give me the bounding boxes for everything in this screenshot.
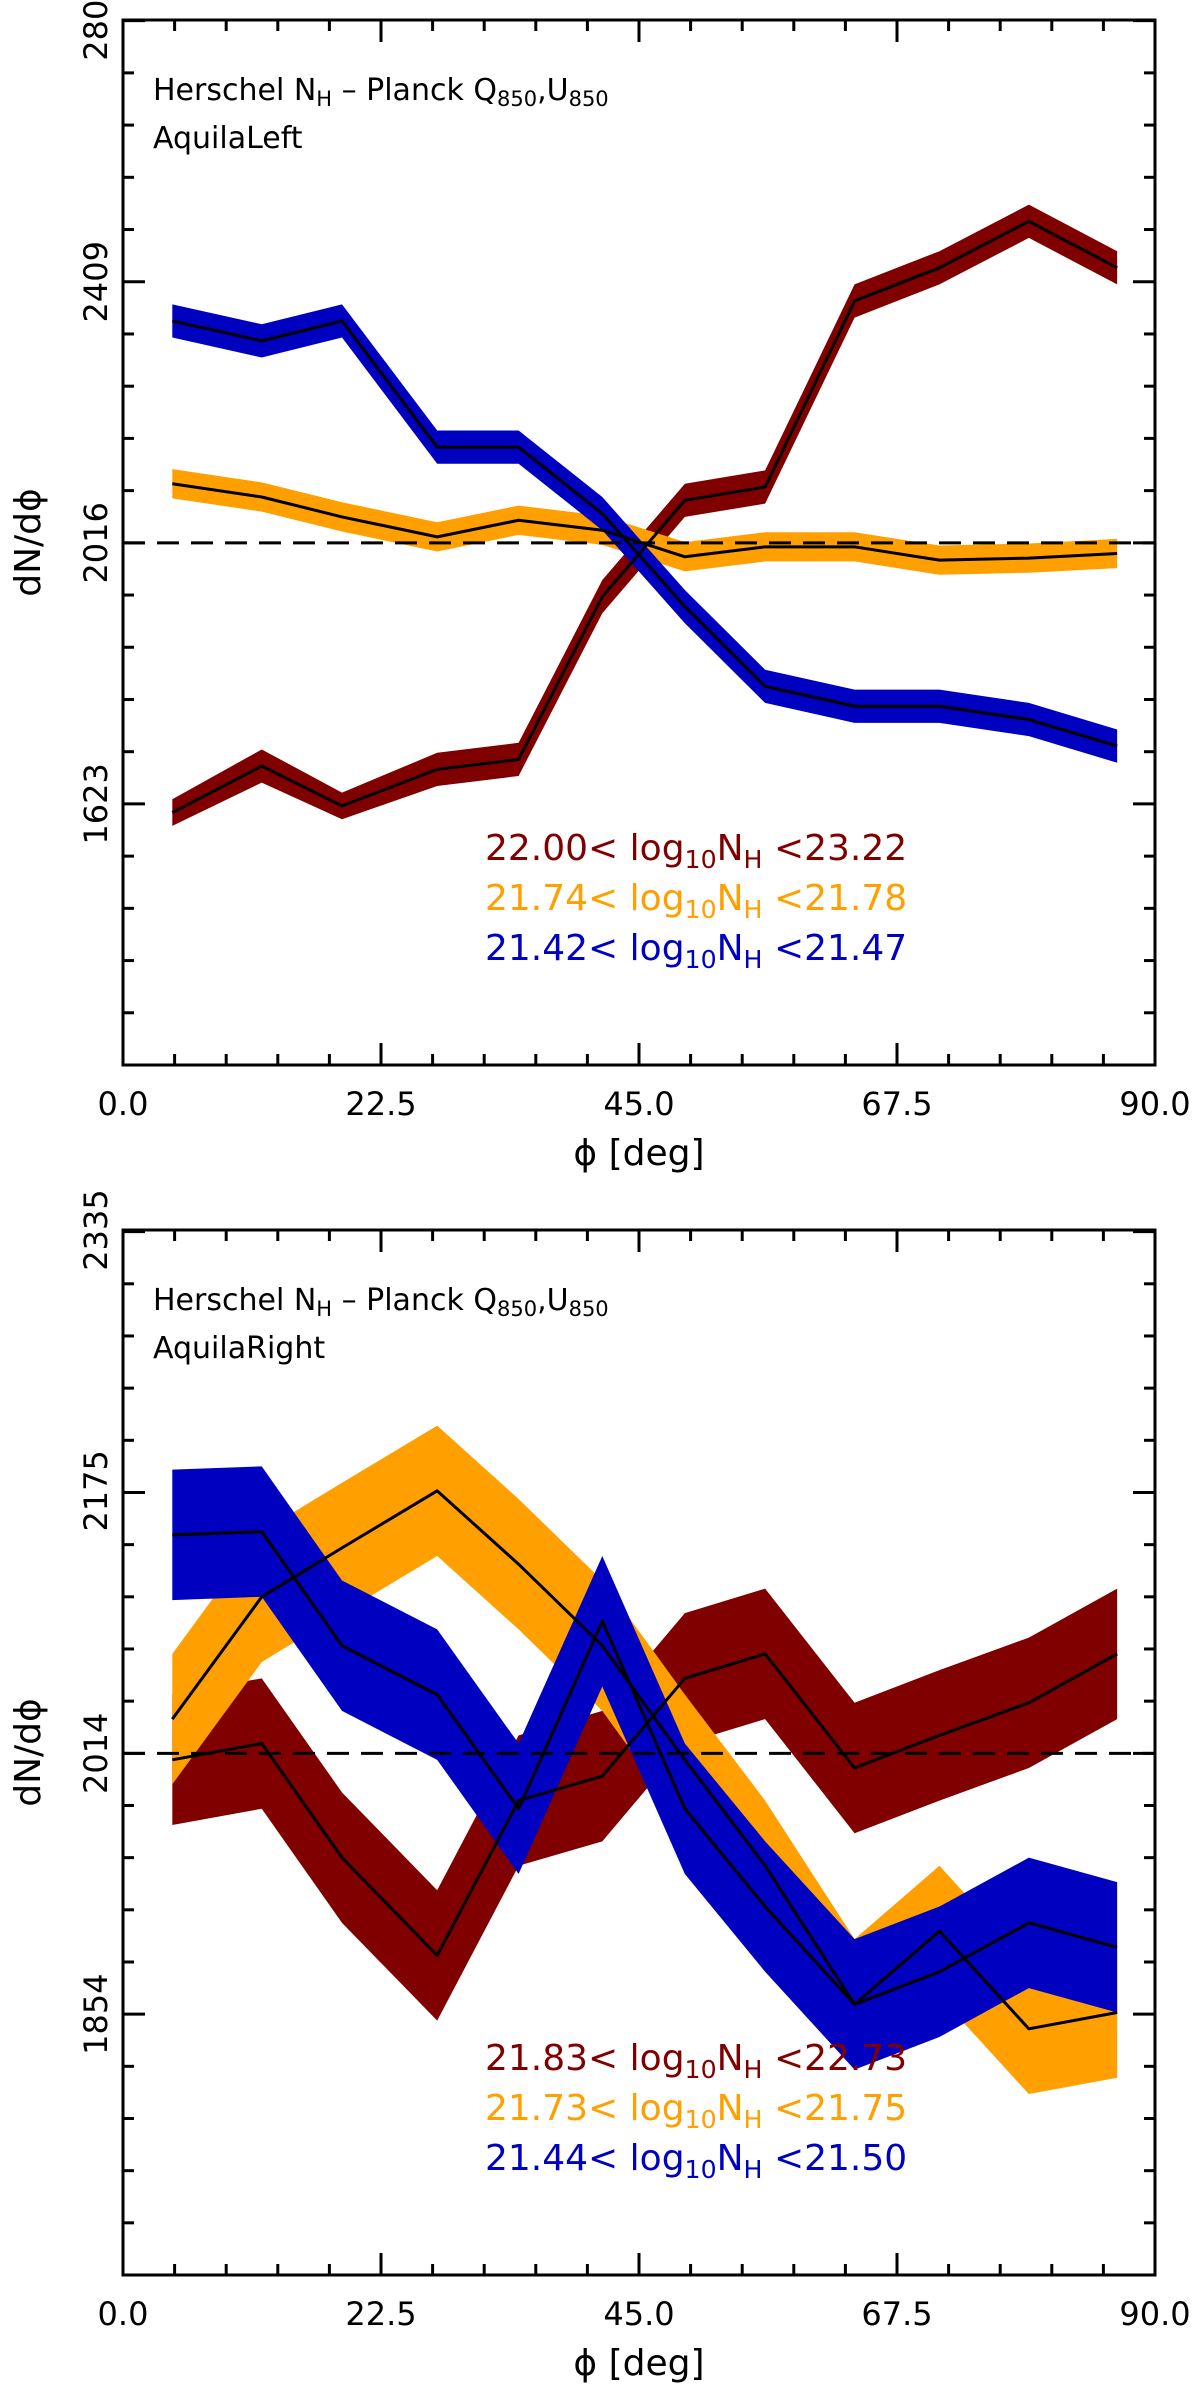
panel-annotation-part: – Planck Q xyxy=(332,1283,497,1318)
legend-entry-2-part: N xyxy=(717,2088,744,2129)
legend-entry-3-part: 21.42< log xyxy=(485,928,685,969)
legend-entry-2-subscript: H xyxy=(744,2105,763,2134)
y-axis-title: dN/dϕ xyxy=(8,1698,49,1807)
panel-annotation-subscript: 850 xyxy=(497,1297,537,1321)
legend-entry-3-part: <21.50 xyxy=(763,2138,908,2179)
legend-entry-1-subscript: 10 xyxy=(685,2055,717,2084)
x-tick-label: 22.5 xyxy=(345,2295,416,2333)
panel-annotation-part: – Planck Q xyxy=(332,73,497,108)
legend-entry-2-part: 21.74< log xyxy=(485,878,685,919)
legend-entry-2: 21.73< log10NH <21.75 xyxy=(485,2088,907,2134)
series-band-2 xyxy=(172,469,1118,575)
legend-entry-2-part: 21.73< log xyxy=(485,2088,685,2129)
panel-annotation-part: ,U xyxy=(537,73,569,108)
series-line-3 xyxy=(171,319,1118,748)
panel-annotation-part: AquilaRight xyxy=(153,1331,325,1366)
legend-entry-3-subscript: H xyxy=(744,2155,763,2184)
panel-annotation-subscript: 850 xyxy=(569,87,609,111)
x-axis-title: ϕ [deg] xyxy=(573,2343,704,2384)
legend-entry-2: 21.74< log10NH <21.78 xyxy=(485,878,907,924)
y-tick-label: 2409 xyxy=(77,241,115,322)
legend-entry-3-part: N xyxy=(717,2138,744,2179)
panel-annotation: Herschel NH – Planck Q850,U850 xyxy=(153,1283,609,1321)
series-band-1 xyxy=(172,204,1118,826)
series-band-1 xyxy=(172,1588,1118,2021)
x-tick-label: 67.5 xyxy=(861,1085,932,1123)
panel-annotation-part: Herschel N xyxy=(153,73,316,108)
panel-annotation-part: Herschel N xyxy=(153,1283,316,1318)
legend-entry-1-subscript: H xyxy=(744,2055,763,2084)
legend-entry-2-part: N xyxy=(717,878,744,919)
legend-entry-2-part: <21.78 xyxy=(763,878,908,919)
legend-entry-1-subscript: 10 xyxy=(685,845,717,874)
legend-entry-1-part: 22.00< log xyxy=(485,828,685,869)
legend-entry-1-part: <22.73 xyxy=(763,2038,908,2079)
panel-annotation: Herschel NH – Planck Q850,U850 xyxy=(153,73,609,111)
series-line-2 xyxy=(171,1489,1118,2031)
legend-entry-3-part: 21.44< log xyxy=(485,2138,685,2179)
legend-entry-1-part: N xyxy=(717,828,744,869)
legend-entry-2-part: <21.75 xyxy=(763,2088,908,2129)
y-tick-label: 1854 xyxy=(77,1973,115,2054)
x-tick-label: 0.0 xyxy=(98,2295,149,2333)
x-tick-label: 67.5 xyxy=(861,2295,932,2333)
x-tick-label: 45.0 xyxy=(603,1085,674,1123)
legend-entry-2-subscript: H xyxy=(744,895,763,924)
panel-annotation-subscript: H xyxy=(316,87,332,111)
y-tick-label: 2335 xyxy=(77,1189,115,1270)
y-axis-title: dN/dϕ xyxy=(8,488,49,597)
panel-annotation-subscript: 850 xyxy=(497,87,537,111)
legend-entry-1: 21.83< log10NH <22.73 xyxy=(485,2038,907,2084)
chart-panel-2: 0.0 22.5 45.0 67.5 90.0 1854 2014 2175 2335 ϕ [de… xyxy=(8,1189,1191,2384)
legend-entry-2-subscript: 10 xyxy=(685,895,717,924)
y-tick-label: 2014 xyxy=(77,1713,115,1794)
y-tick-label: 2016 xyxy=(77,502,115,583)
panel-annotation-part: ,U xyxy=(537,1283,569,1318)
series-band-3 xyxy=(172,1466,1118,2070)
panel-annotation: AquilaRight xyxy=(153,1331,325,1366)
series-line-3 xyxy=(172,1530,1118,2006)
panel-annotation: AquilaLeft xyxy=(153,121,303,156)
x-tick-label: 90.0 xyxy=(1119,1085,1190,1123)
x-tick-label: 90.0 xyxy=(1119,2295,1190,2333)
x-tick-label: 0.0 xyxy=(98,1085,149,1123)
panel-annotation-part: AquilaLeft xyxy=(153,121,303,156)
series-line-1 xyxy=(172,1652,1118,1957)
x-tick-label: 22.5 xyxy=(345,1085,416,1123)
legend-entry-3-subscript: 10 xyxy=(685,2155,717,2184)
panel-annotation-subscript: 850 xyxy=(569,1297,609,1321)
y-tick-label: 2175 xyxy=(77,1450,115,1531)
legend-entry-1-part: <23.22 xyxy=(763,828,908,869)
legend-entry-3-part: <21.47 xyxy=(763,928,908,969)
legend-entry-3: 21.44< log10NH <21.50 xyxy=(485,2138,907,2184)
legend-entry-3-subscript: H xyxy=(744,945,763,974)
legend-entry-1: 22.00< log10NH <23.22 xyxy=(485,828,907,874)
legend-entry-1-part: 21.83< log xyxy=(485,2038,685,2079)
series-line-1 xyxy=(171,219,1118,814)
series-band-3 xyxy=(172,304,1118,763)
panel-annotation-subscript: H xyxy=(316,1297,332,1321)
legend-entry-2-subscript: 10 xyxy=(685,2105,717,2134)
legend-entry-1-part: N xyxy=(717,2038,744,2079)
x-axis-title: ϕ [deg] xyxy=(573,1133,704,1174)
y-tick-label: 1623 xyxy=(77,763,115,844)
x-tick-label: 45.0 xyxy=(603,2295,674,2333)
legend-entry-1-subscript: H xyxy=(744,845,763,874)
y-tick-label: 2803 xyxy=(77,0,115,61)
legend-entry-3-part: N xyxy=(717,928,744,969)
chart-panel-1: 0.0 22.5 45.0 67.5 90.0 1623 2016 2409 2803 ϕ [de… xyxy=(8,0,1191,1174)
legend-entry-3-subscript: 10 xyxy=(685,945,717,974)
legend-entry-3: 21.42< log10NH <21.47 xyxy=(485,928,907,974)
